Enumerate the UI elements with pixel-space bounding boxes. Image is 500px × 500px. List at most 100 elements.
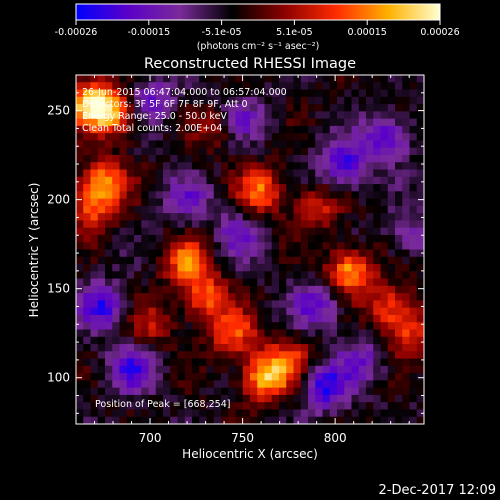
heatmap-cell [358, 402, 367, 411]
heatmap-cell [134, 176, 142, 185]
heatmap-cell [402, 336, 411, 345]
heatmap-cell [97, 322, 106, 331]
heatmap-cell [177, 176, 186, 185]
heatmap-cell [170, 271, 179, 280]
heatmap-cell [344, 416, 353, 424]
heatmap-cell [141, 387, 150, 396]
heatmap-cell [395, 133, 403, 142]
heatmap-cell [141, 336, 150, 345]
heatmap-cell [409, 198, 418, 207]
heatmap-cell [286, 278, 295, 287]
heatmap-cell [221, 220, 229, 229]
heatmap-cell [366, 104, 374, 112]
heatmap-cell [199, 169, 208, 178]
heatmap-cell [279, 147, 287, 156]
heatmap-cell [351, 184, 360, 192]
heatmap-cell [286, 365, 295, 374]
heatmap-cell [293, 213, 302, 222]
heatmap-cell [192, 213, 200, 222]
heatmap-cell [213, 394, 222, 403]
heatmap-cell [344, 271, 353, 280]
heatmap-cell [90, 358, 99, 367]
heatmap-cell [315, 249, 324, 258]
heatmap-cell [97, 169, 106, 178]
heatmap-cell [279, 213, 287, 222]
heatmap-cell [83, 358, 92, 367]
heatmap-cell [90, 271, 99, 280]
heatmap-cell [184, 140, 193, 149]
heatmap-cell [373, 104, 382, 112]
heatmap-cell [97, 402, 106, 411]
heatmap-cell [112, 256, 121, 265]
heatmap-cell [271, 336, 280, 345]
heatmap-cell [177, 154, 186, 163]
heatmap-cell [163, 191, 171, 200]
heatmap-cell [409, 220, 418, 229]
heatmap-cell [90, 133, 99, 142]
heatmap-cell [163, 234, 171, 243]
heatmap-cell [221, 198, 229, 207]
heatmap-cell [235, 249, 244, 258]
heatmap-cell [344, 227, 353, 236]
heatmap-cell [358, 75, 367, 83]
heatmap-cell [416, 278, 424, 287]
heatmap-cell [308, 394, 316, 403]
heatmap-cell [308, 314, 316, 323]
heatmap-cell [221, 162, 229, 171]
heatmap-cell [112, 169, 121, 178]
heatmap-cell [409, 402, 418, 411]
heatmap-cell [228, 89, 237, 98]
heatmap-cell [105, 358, 113, 367]
heatmap-cell [97, 198, 106, 207]
heatmap-cell [83, 191, 92, 200]
heatmap-cell [119, 373, 128, 381]
heatmap-cell [416, 89, 424, 98]
heatmap-cell [184, 416, 193, 424]
heatmap-cell [105, 307, 113, 316]
heatmap-cell [380, 75, 389, 83]
heatmap-cell [395, 154, 403, 163]
heatmap-cell [134, 365, 142, 374]
heatmap-cell [271, 256, 280, 265]
heatmap-cell [351, 416, 360, 424]
heatmap-cell [344, 205, 353, 214]
heatmap-cell [387, 293, 396, 301]
heatmap-cell [373, 242, 382, 251]
heatmap-cell [155, 416, 164, 424]
heatmap-cell [308, 300, 316, 309]
heatmap-cell [257, 351, 266, 360]
heatmap-cell [300, 125, 309, 134]
heatmap-cell [358, 154, 367, 163]
heatmap-cell [126, 118, 135, 127]
heatmap-cell [344, 307, 353, 316]
heatmap-cell [105, 249, 113, 258]
heatmap-cell [380, 234, 389, 243]
heatmap-cell [235, 184, 244, 192]
heatmap-cell [257, 242, 266, 251]
heatmap-cell [148, 198, 157, 207]
heatmap-cell [395, 365, 403, 374]
heatmap-cell [242, 176, 251, 185]
heatmap-cell [228, 162, 237, 171]
heatmap-cell [141, 271, 150, 280]
colorbar-tick-label: 5.1e-05 [276, 27, 312, 38]
heatmap-cell [126, 220, 135, 229]
heatmap-cell [308, 365, 316, 374]
heatmap-cell [76, 118, 84, 127]
heatmap-cell [112, 249, 121, 258]
heatmap-cell [366, 205, 374, 214]
heatmap-cell [373, 89, 382, 98]
heatmap-cell [90, 176, 99, 185]
heatmap-cell [402, 416, 411, 424]
heatmap-cell [242, 307, 251, 316]
heatmap-cell [228, 271, 237, 280]
heatmap-cell [337, 373, 345, 381]
heatmap-cell [402, 162, 411, 171]
heatmap-cell [119, 365, 128, 374]
heatmap-cell [322, 234, 331, 243]
heatmap-cell [402, 307, 411, 316]
heatmap-cell [228, 314, 237, 323]
heatmap-cell [184, 213, 193, 222]
heatmap-cell [315, 82, 324, 91]
heatmap-cell [235, 409, 244, 418]
